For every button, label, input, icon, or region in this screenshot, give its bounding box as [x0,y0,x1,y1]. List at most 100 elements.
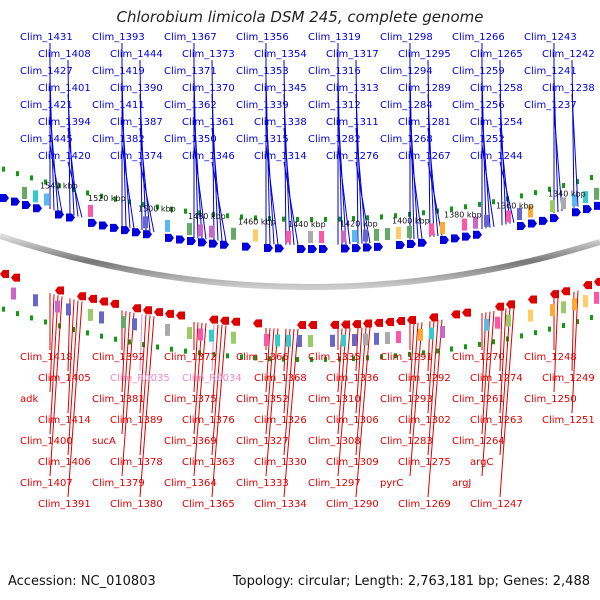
forward-gene-arrow [165,233,174,242]
reverse-gene-arrow [385,317,394,326]
tick-dot [492,199,495,205]
label-connector [211,324,223,456]
label-connector [139,59,143,231]
label-connector [49,294,55,393]
forward-gene-label: Clim_1252 [452,134,505,145]
reverse-gene-arrow [396,317,405,326]
reverse-gene-arrow [297,320,306,329]
reverse-gene-label: Clim_1334 [254,499,307,510]
forward-gene-label: Clim_1238 [542,83,595,94]
feature-block [308,231,313,244]
feature-block [341,334,346,347]
tick-dot [128,199,131,205]
forward-gene-arrow [88,218,97,227]
tick-dot [352,356,355,362]
forward-gene-label: Clim_1444 [110,49,163,60]
reverse-gene-arrow [594,277,600,286]
forward-gene-arrow [319,244,328,253]
feature-block [22,187,27,200]
label-connector [139,315,151,456]
label-connector [265,328,279,477]
feature-block [550,304,555,317]
forward-gene-label: Clim_1411 [92,100,145,111]
reverse-gene-label: Clim_1292 [398,373,451,384]
reverse-gene-label: Clim_1308 [308,436,361,447]
forward-gene-label: Clim_1265 [470,49,523,60]
label-connector [211,161,227,242]
reverse-gene-arrow [253,319,262,328]
tick-dot [436,348,439,354]
feature-block [495,316,500,329]
tick-dot [548,186,551,192]
feature-block [231,227,236,240]
tick-dot [576,179,579,185]
feature-block [363,229,368,242]
forward-gene-label: Clim_1284 [380,100,433,111]
forward-gene-label: Clim_1282 [308,134,361,145]
feature-block [374,228,379,241]
feature-block [440,325,445,338]
tick-dot [310,357,313,363]
label-connector [481,310,495,477]
tick-dot [58,183,61,189]
forward-gene-label: Clim_1316 [308,66,361,77]
tick-dot [212,351,215,357]
label-connector [193,322,199,393]
reverse-gene-label: Clim_1248 [524,352,577,363]
tick-dot [324,356,327,362]
forward-gene-label: Clim_1421 [20,100,73,111]
feature-block [264,333,269,346]
label-connector [355,327,363,414]
label-connector [121,144,135,229]
forward-gene-label: Clim_1244 [470,151,523,162]
forward-gene-label: Clim_1445 [20,134,73,145]
label-connector [283,328,295,456]
tick-dot [30,315,33,321]
feature-block [66,303,71,316]
forward-gene-label: Clim_1370 [182,83,235,94]
tick-dot [44,319,47,325]
forward-gene-label: Clim_1367 [164,32,217,43]
tick-dot [576,319,579,325]
tick-dot [72,326,75,332]
feature-block [528,309,533,322]
forward-gene-label: Clim_1362 [164,100,217,111]
feature-block [429,223,434,236]
reverse-gene-label: Clim_1283 [380,436,433,447]
feature-block [88,204,93,217]
reverse-gene-arrow [165,309,174,318]
forward-gene-label: Clim_1345 [254,83,307,94]
reverse-gene-label: Clim_1400 [20,436,73,447]
label-connector [67,300,79,456]
label-connector [481,311,491,435]
feature-block [143,216,148,229]
label-connector [121,312,135,477]
tick-dot [142,202,145,208]
genome-stats: Topology: circular; Length: 2,763,181 bp… [232,574,590,589]
reverse-gene-label: Clim_1379 [92,478,145,489]
label-connector [211,324,219,414]
forward-gene-arrow [341,244,350,253]
tick-dot [422,350,425,356]
label-connector [499,59,503,226]
tick-dot [590,315,593,321]
label-connector [427,320,439,456]
tick-dot [338,216,341,222]
reverse-gene-label: Clim_1414 [38,415,91,426]
tick-dot [240,214,243,220]
kbp-tick-label: 1500 kbp [138,204,176,213]
label-connector [427,319,443,498]
tick-dot [380,354,383,360]
feature-block [286,334,291,347]
tick-dot [534,330,537,336]
forward-gene-label: Clim_1401 [38,83,91,94]
forward-gene-arrow [407,239,416,248]
reverse-gene-arrow [88,294,97,303]
forward-gene-label: Clim_1312 [308,100,361,111]
reverse-gene-arrow [352,320,361,329]
forward-gene-arrow [110,223,119,232]
feature-block [473,216,478,229]
tick-dot [156,344,159,350]
forward-gene-label: Clim_1361 [182,117,235,128]
forward-gene-label: Clim_1319 [308,32,361,43]
